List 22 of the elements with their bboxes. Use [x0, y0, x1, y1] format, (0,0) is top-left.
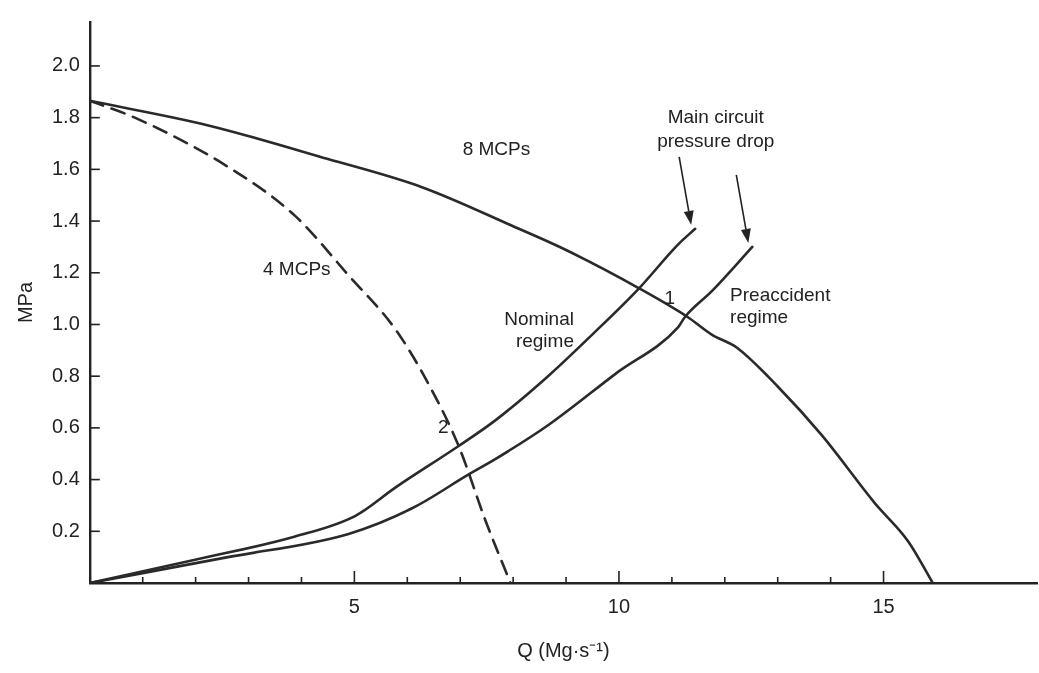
x-tick-label: 10 [607, 594, 631, 617]
y-tick-label: 1.2 [51, 260, 80, 283]
series-label: 4 MCPs [262, 257, 331, 279]
y-tick-label: 0.6 [51, 415, 80, 438]
y-tick-label: 2.0 [51, 53, 80, 76]
y-tick-label: 0.2 [51, 518, 80, 541]
x-axis-title: Q (Mg·s⁻¹) [517, 638, 610, 661]
series-label: Preaccident regime [730, 283, 832, 327]
text: 8 MCPs [462, 137, 531, 159]
annotation: Main circuit pressure drop [657, 105, 775, 151]
x-tick-label: 5 [348, 594, 360, 617]
y-tick-label: 1.6 [51, 156, 80, 179]
x-tick-label: 15 [872, 594, 895, 617]
y-tick-label: 1.8 [51, 105, 80, 128]
y-tick-label: 1.0 [51, 311, 80, 334]
y-axis-title: MPa [13, 281, 36, 324]
annotation: 1 [664, 286, 676, 308]
y-tick-label: 0.8 [51, 363, 80, 386]
series-label: Nominal regime [504, 308, 574, 352]
y-tick-label: 0.4 [51, 467, 80, 490]
y-tick-label: 1.4 [51, 208, 80, 231]
annotation: 2 [438, 416, 449, 438]
